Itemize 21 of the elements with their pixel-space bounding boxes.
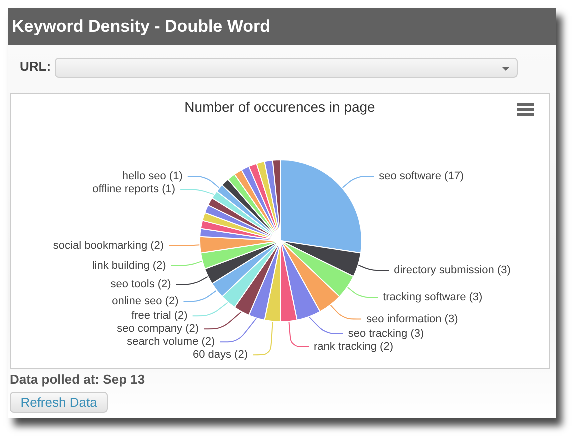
- slice-label: seo tools (2): [110, 278, 172, 291]
- slice-label: hello seo (1): [122, 170, 183, 183]
- text: Data polled at: Sep 13: [10, 372, 146, 387]
- chart-title: Keyword Density - Double Word: [8, 8, 556, 45]
- slice-label: link building (2): [92, 260, 166, 272]
- slice-label: seo information (3): [366, 313, 458, 326]
- slice-label: free trial (2): [132, 310, 188, 322]
- slice-label: seo tracking (3): [348, 328, 424, 340]
- slice-label: tracking software (3): [383, 292, 483, 304]
- slice-label: search volume (2): [127, 336, 216, 348]
- slice-label: directory submission (3): [394, 264, 511, 277]
- text: URL:: [20, 59, 52, 74]
- slice-label: offline reports (1): [92, 184, 176, 196]
- slice-label: seo company (2): [117, 323, 200, 336]
- text: Refresh Data: [10, 392, 108, 413]
- slice-label: social bookmarking (2): [53, 240, 164, 252]
- slice-label: online seo (2): [112, 296, 179, 308]
- slice-label: 60 days (2): [192, 349, 248, 362]
- slice-label: seo software (17): [379, 170, 464, 183]
- slice-label: rank tracking (2): [314, 340, 394, 353]
- chart-subtitle: Number of occurences in page: [184, 99, 376, 115]
